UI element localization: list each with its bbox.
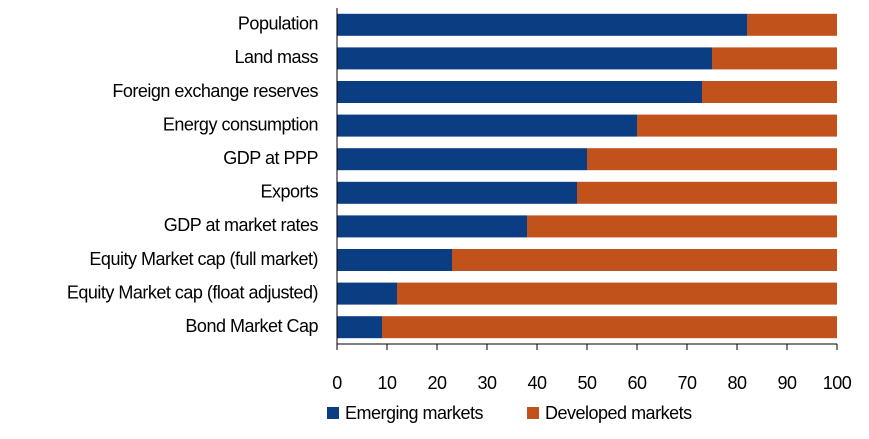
bar-segment	[337, 249, 452, 271]
bar-segment	[577, 181, 837, 204]
y-tick-label: Energy consumption	[163, 114, 318, 134]
y-tick-label: Population	[238, 14, 318, 34]
y-tick-label: GDP at market rates	[164, 215, 319, 235]
x-tick-label: 60	[627, 373, 647, 393]
x-tick-label: 70	[677, 373, 697, 393]
y-tick-label: Land mass	[234, 47, 318, 67]
bar-segment	[452, 249, 837, 271]
bar-segment	[712, 47, 837, 70]
bar-segment	[637, 114, 837, 137]
bar-segment	[337, 181, 577, 204]
legend-swatch	[327, 407, 339, 419]
bar-segment	[337, 81, 702, 103]
legend-swatch	[527, 407, 539, 419]
bar-segment	[587, 148, 837, 171]
x-tick-label: 50	[577, 373, 597, 393]
y-tick-label: GDP at PPP	[223, 148, 318, 168]
x-tick-label: 90	[777, 373, 797, 393]
legend-label: Developed markets	[545, 403, 692, 423]
bar-segment	[527, 215, 837, 238]
y-tick-label: Exports	[260, 182, 318, 202]
bar-segment	[397, 282, 837, 305]
bar-segment	[337, 13, 747, 36]
x-tick-label: 40	[527, 373, 547, 393]
x-tick-label: 10	[377, 373, 397, 393]
bar-segment	[337, 282, 397, 305]
x-tick-label: 80	[727, 373, 747, 393]
y-tick-label: Equity Market cap (float adjusted)	[67, 282, 318, 302]
x-tick-label: 30	[477, 373, 497, 393]
legend-label: Emerging markets	[345, 403, 484, 423]
x-tick-label: 0	[332, 373, 342, 393]
y-tick-label: Foreign exchange reserves	[112, 81, 318, 101]
y-tick-label: Equity Market cap (full market)	[89, 249, 318, 269]
bar-segment	[337, 148, 587, 171]
y-tick-label: Bond Market Cap	[185, 316, 318, 336]
x-tick-label: 20	[427, 373, 447, 393]
bar-segment	[702, 81, 837, 103]
bar-segment	[337, 47, 712, 70]
bar-segment	[337, 316, 382, 339]
bar-segment	[337, 114, 637, 137]
bar-segment	[337, 215, 527, 238]
bar-segment	[382, 316, 837, 339]
bar-segment	[747, 13, 837, 36]
x-tick-label: 100	[823, 373, 852, 393]
